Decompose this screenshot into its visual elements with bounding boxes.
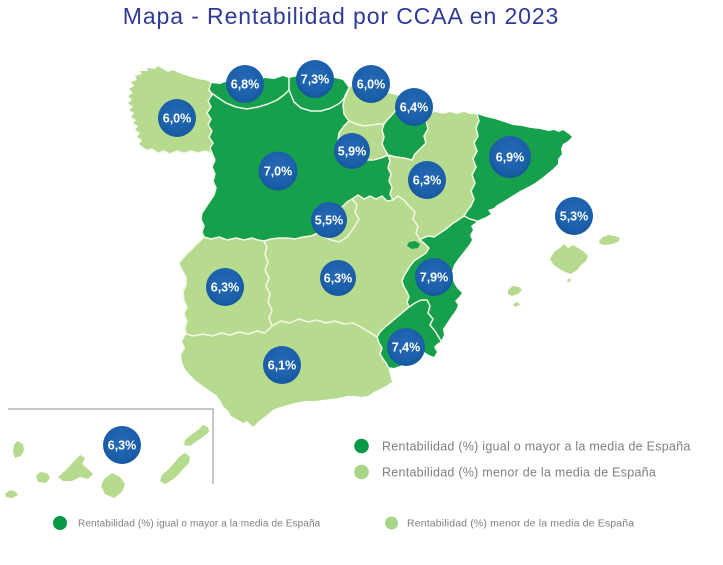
svg-text:Mapa - Rentabilidad por CCAA e: Mapa - Rentabilidad por CCAA en 2023: [123, 3, 559, 29]
svg-text:6,3%: 6,3%: [108, 439, 137, 453]
svg-text:6,8%: 6,8%: [231, 78, 260, 92]
svg-text:6,4%: 6,4%: [400, 101, 429, 115]
svg-text:6,1%: 6,1%: [268, 359, 297, 373]
svg-text:7,4%: 7,4%: [392, 341, 421, 355]
svg-text:7,9%: 7,9%: [420, 271, 449, 285]
svg-text:Rentabilidad (%) menor de la m: Rentabilidad (%) menor de la media de Es…: [382, 466, 656, 480]
svg-text:7,0%: 7,0%: [264, 165, 293, 179]
svg-text:6,9%: 6,9%: [496, 151, 525, 165]
svg-text:5,3%: 5,3%: [560, 210, 589, 224]
svg-text:6,3%: 6,3%: [211, 281, 240, 295]
svg-text:6,0%: 6,0%: [357, 78, 386, 92]
svg-text:6,3%: 6,3%: [413, 174, 442, 188]
svg-text:7,3%: 7,3%: [301, 73, 330, 87]
svg-text:Rentabilidad (%) igual o mayor: Rentabilidad (%) igual o mayor a la medi…: [78, 519, 321, 530]
svg-text:5,5%: 5,5%: [315, 214, 344, 228]
svg-text:Rentabilidad (%) igual o mayor: Rentabilidad (%) igual o mayor a la medi…: [382, 440, 691, 454]
svg-text:6,0%: 6,0%: [163, 112, 192, 126]
svg-text:6,3%: 6,3%: [324, 272, 353, 286]
svg-text:Rentabilidad (%) menor de la m: Rentabilidad (%) menor de la media de Es…: [407, 518, 634, 530]
svg-text:5,9%: 5,9%: [338, 145, 367, 159]
